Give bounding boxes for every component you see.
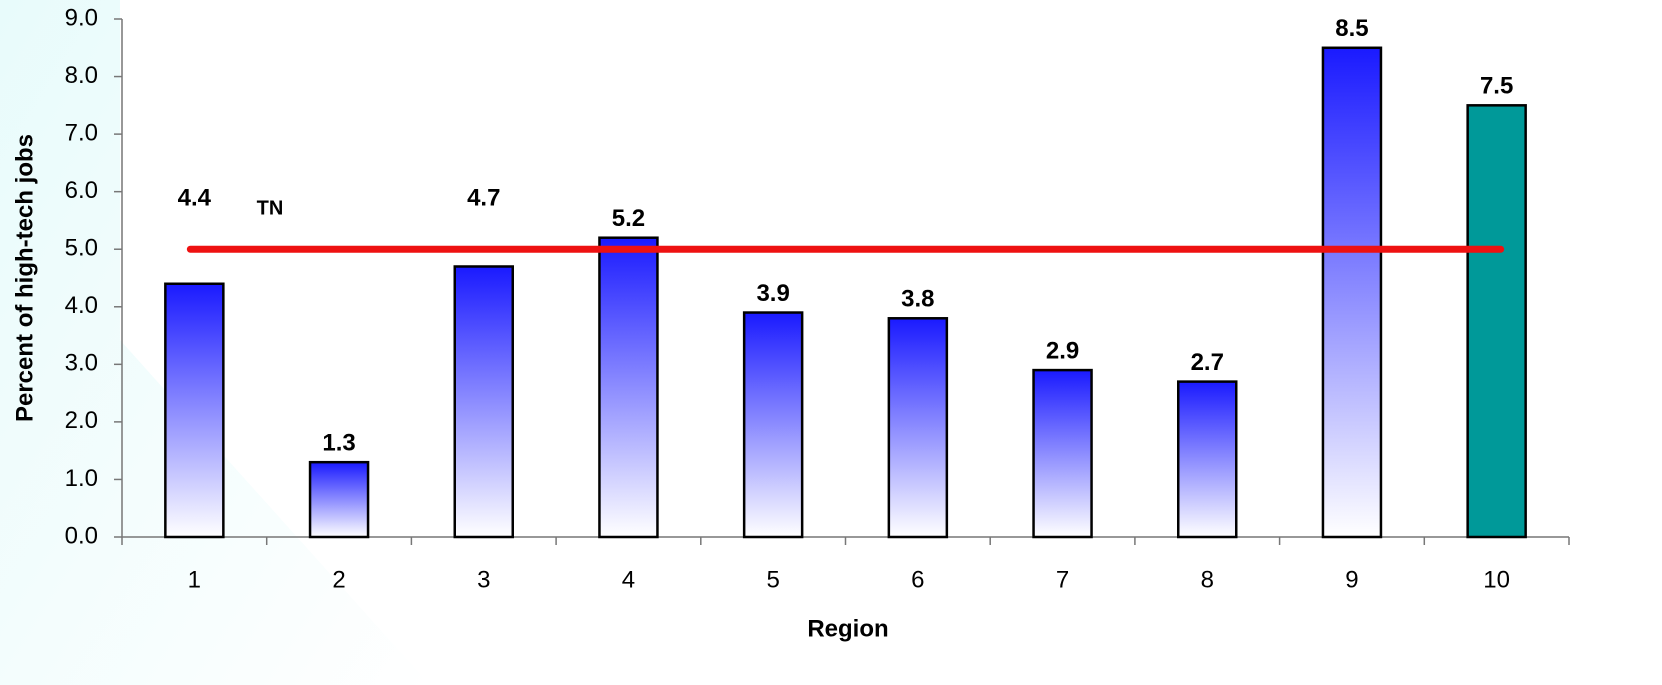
y-tick-label: 9.0	[65, 4, 98, 31]
y-axis-title: Percent of high-tech jobs	[11, 134, 38, 422]
bar	[164, 282, 225, 539]
y-tick-label: 7.0	[65, 119, 98, 146]
x-tick-label: 3	[477, 566, 490, 593]
value-label: 2.9	[1046, 337, 1079, 364]
bar	[453, 265, 514, 539]
bar	[742, 311, 804, 539]
value-label: 4.7	[467, 185, 500, 212]
x-tick-label: 2	[332, 566, 345, 593]
x-tick-label: 10	[1483, 566, 1510, 593]
bar	[598, 236, 659, 539]
x-axis-title: Region	[807, 615, 888, 642]
x-tick-label: 4	[622, 566, 635, 593]
value-label: 4.4	[178, 185, 212, 212]
y-tick-label: 5.0	[65, 235, 98, 262]
x-tick-label: 1	[188, 566, 201, 593]
bar	[1321, 46, 1383, 539]
value-label: 7.5	[1480, 73, 1513, 100]
y-tick-label: 4.0	[65, 292, 98, 319]
y-tick-label: 8.0	[65, 62, 98, 89]
background-shape	[0, 0, 430, 685]
value-label: 8.5	[1335, 15, 1368, 42]
x-tick-label: 6	[911, 566, 924, 593]
reference-label: TN	[257, 198, 284, 220]
y-tick-label: 3.0	[65, 350, 98, 377]
y-tick-label: 0.0	[65, 522, 98, 549]
value-label: 3.9	[756, 280, 789, 307]
y-tick-label: 2.0	[65, 407, 98, 434]
bar	[1466, 104, 1527, 539]
x-tick-label: 9	[1345, 566, 1358, 593]
y-tick-label: 1.0	[65, 465, 98, 492]
x-tick-label: 7	[1056, 566, 1069, 593]
bar	[1032, 368, 1093, 539]
bar	[308, 460, 370, 539]
y-tick-label: 6.0	[65, 177, 98, 204]
bar	[1177, 380, 1238, 539]
x-tick-label: 8	[1201, 566, 1214, 593]
bar	[887, 317, 949, 539]
x-tick-label: 5	[766, 566, 779, 593]
value-label: 1.3	[322, 430, 355, 457]
value-label: 3.8	[901, 286, 934, 313]
value-label: 5.2	[612, 205, 645, 232]
value-label: 2.7	[1191, 349, 1224, 376]
